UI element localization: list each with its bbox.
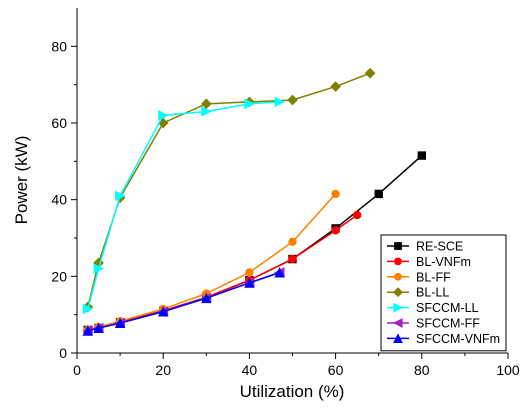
series-line-bl-ll — [87, 72, 371, 308]
legend-swatch-marker — [394, 242, 402, 250]
data-point-bl-ll — [364, 67, 376, 79]
legend-label: BL-VNFm — [416, 255, 471, 269]
legend-swatch-marker — [394, 257, 402, 266]
legend-entry-re-sce: RE-SCE — [387, 240, 463, 254]
data-point-re-sce — [417, 151, 426, 160]
series-sfccm-ll — [82, 96, 286, 315]
legend-entry-sfccm-ff: SFCCM-FF — [387, 317, 480, 331]
series-bl-ff — [83, 189, 340, 335]
legend-label: SFCCM-LL — [416, 301, 479, 315]
data-point-sfccm-vnfm — [201, 292, 212, 304]
data-point-sfccm-ll — [158, 110, 169, 121]
data-point-sfccm-ll — [274, 96, 286, 108]
legend-entry-bl-ll: BL-LL — [387, 286, 449, 300]
data-point-sfccm-ll — [201, 106, 212, 117]
data-point-sfccm-ll — [93, 263, 105, 274]
legend-swatch-marker — [394, 272, 402, 281]
x-axis-title: Utilization (%) — [240, 382, 345, 401]
legend-entry-sfccm-vnfm: SFCCM-VNFm — [387, 332, 500, 346]
series-line-re-sce — [87, 155, 423, 331]
data-point-sfccm-vnfm — [274, 267, 285, 278]
data-point-sfccm-vnfm — [244, 277, 255, 288]
axes: 0 20 40 60 80 100 0 20 40 60 80 — [51, 8, 520, 378]
data-point-bl-vnfm — [331, 226, 340, 235]
data-point-bl-ll — [287, 94, 298, 106]
data-point-bl-ff — [245, 268, 254, 277]
data-point-sfccm-vnfm — [157, 306, 169, 317]
data-point-bl-ll — [200, 98, 212, 110]
legend-label: SFCCM-VNFm — [416, 332, 500, 346]
y-tick-label: 60 — [51, 115, 67, 131]
x-tick-label: 40 — [242, 362, 258, 378]
series-line-bl-ff — [87, 193, 337, 331]
legend-swatch-marker — [393, 302, 404, 313]
data-point-sfccm-ll — [115, 190, 126, 202]
legend-swatch-marker — [392, 318, 403, 328]
y-tick-label: 80 — [51, 38, 67, 54]
legend-label: BL-LL — [416, 286, 449, 300]
legend-entry-bl-vnfm: BL-VNFm — [387, 255, 471, 269]
legend-entry-bl-ff: BL-FF — [387, 270, 451, 284]
data-point-re-sce — [374, 189, 383, 199]
y-tick-label: 40 — [51, 192, 67, 208]
data-point-sfccm-vnfm — [93, 322, 104, 334]
data-point-bl-ff — [288, 237, 297, 247]
legend-entry-sfccm-ll: SFCCM-LL — [387, 301, 479, 315]
series-layer — [82, 67, 426, 336]
x-tick-label: 60 — [328, 362, 344, 378]
y-tick-label: 0 — [59, 345, 67, 361]
data-point-sfccm-vnfm — [114, 317, 126, 329]
data-point-bl-vnfm — [288, 254, 297, 264]
y-axis-title: Power (kW) — [12, 136, 31, 225]
y-tick-label: 20 — [51, 268, 67, 284]
data-point-sfccm-ll — [244, 98, 255, 110]
legend-label: BL-FF — [416, 270, 451, 284]
data-point-sfccm-ll — [82, 303, 94, 315]
x-tick-label: 80 — [414, 362, 430, 378]
data-point-bl-vnfm — [352, 210, 362, 220]
x-tick-label: 0 — [73, 362, 81, 378]
series-bl-ll — [82, 67, 376, 313]
x-tick-label: 20 — [155, 362, 171, 378]
data-point-bl-ff — [331, 189, 340, 199]
data-point-bl-ll — [330, 81, 341, 92]
series-sfccm-vnfm — [82, 267, 285, 336]
x-tick-label: 100 — [496, 362, 520, 378]
series-bl-vnfm — [83, 210, 362, 335]
legend-label: SFCCM-FF — [416, 317, 480, 331]
series-line-bl-vnfm — [87, 214, 358, 331]
legend-label: RE-SCE — [416, 240, 463, 254]
legend-swatch-marker — [393, 287, 403, 298]
legend-swatch-marker — [393, 333, 403, 344]
series-re-sce — [83, 151, 426, 335]
data-point-sfccm-vnfm — [82, 325, 93, 336]
